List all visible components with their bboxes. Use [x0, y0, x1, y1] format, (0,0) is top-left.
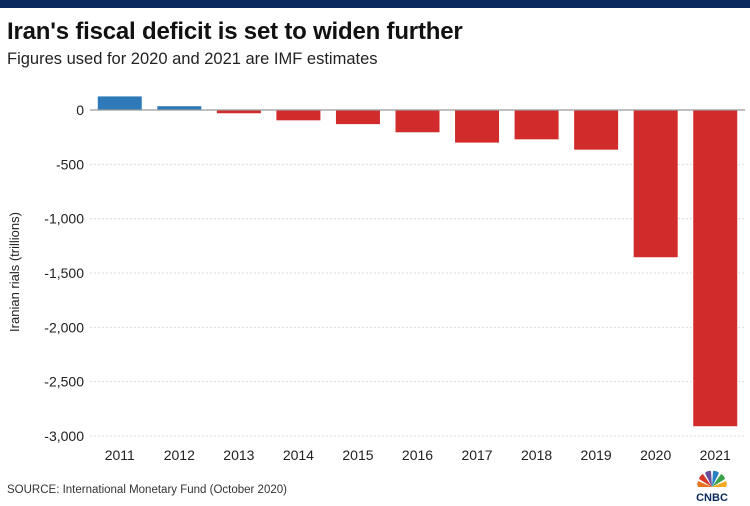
x-tick-label: 2014	[283, 447, 314, 463]
y-tick-label: -3,000	[44, 428, 84, 444]
top-accent-bar	[0, 0, 750, 8]
bar-2015	[335, 110, 380, 125]
bar-2021	[693, 110, 738, 427]
bar-2019	[574, 110, 619, 150]
chart-title: Iran's fiscal deficit is set to widen fu…	[7, 18, 463, 45]
peacock-icon	[697, 470, 727, 487]
x-tick-label: 2018	[521, 447, 552, 463]
bar-2012	[157, 106, 202, 110]
y-tick-label: -2,500	[44, 374, 84, 390]
bar-2013	[216, 110, 261, 114]
x-tick-label: 2020	[640, 447, 671, 463]
x-tick-label: 2016	[402, 447, 433, 463]
x-tick-labels: 2011 2012 2013 2014 2015 2016 2017 2018 2019 2020…	[105, 447, 731, 463]
bars	[90, 96, 745, 427]
bar-2017	[455, 110, 500, 143]
x-tick-label: 2013	[223, 447, 254, 463]
bar-2011	[97, 96, 142, 110]
bar-2016	[395, 110, 440, 133]
chart-subtitle: Figures used for 2020 and 2021 are IMF e…	[7, 50, 378, 68]
x-tick-label: 2017	[461, 447, 492, 463]
x-tick-label: 2021	[700, 447, 731, 463]
y-tick-label: -1,000	[44, 211, 84, 227]
y-axis-label: Iranian rials (trillions)	[7, 212, 22, 332]
x-tick-label: 2011	[105, 447, 135, 463]
source-note: SOURCE: International Monetary Fund (Oct…	[7, 484, 287, 496]
bar-2018	[514, 110, 559, 140]
y-tick-label: 0	[76, 102, 84, 118]
y-tick-label: -1,500	[44, 265, 84, 281]
x-tick-label: 2015	[342, 447, 373, 463]
y-tick-label: -2,000	[44, 319, 84, 335]
cnbc-logo: CNBC	[696, 470, 728, 504]
x-tick-label: 2012	[164, 447, 195, 463]
y-tick-label: -500	[56, 156, 84, 172]
bar-2014	[276, 110, 321, 121]
cnbc-logo-text: CNBC	[696, 492, 728, 504]
x-tick-label: 2019	[581, 447, 612, 463]
y-tick-labels: 0 -500 -1,000 -1,500 -2,000 -2,500 -3,000	[44, 102, 84, 444]
bar-2020	[633, 110, 678, 258]
